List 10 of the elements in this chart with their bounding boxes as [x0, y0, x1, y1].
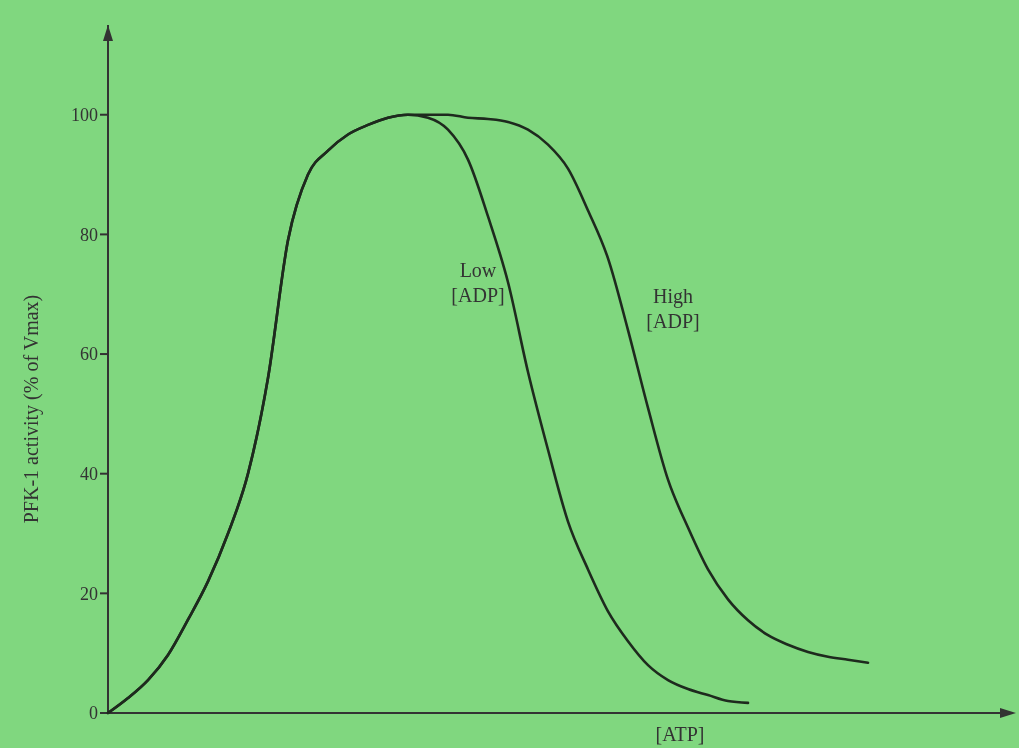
y-tick-label: 40: [80, 464, 98, 484]
y-tick-label: 60: [80, 344, 98, 365]
series-label: High [ADP]: [646, 284, 700, 332]
y-tick-label: 20: [80, 583, 98, 604]
y-axis-title: PFK-1 activity (% of Vmax): [20, 294, 43, 524]
x-axis-title: [ATP]: [655, 723, 705, 745]
y-tick-label: 100: [71, 105, 98, 126]
series-label: Low [ADP]: [451, 258, 505, 306]
y-tick-label: 0: [89, 703, 98, 724]
y-tick-label: 80: [80, 224, 98, 245]
